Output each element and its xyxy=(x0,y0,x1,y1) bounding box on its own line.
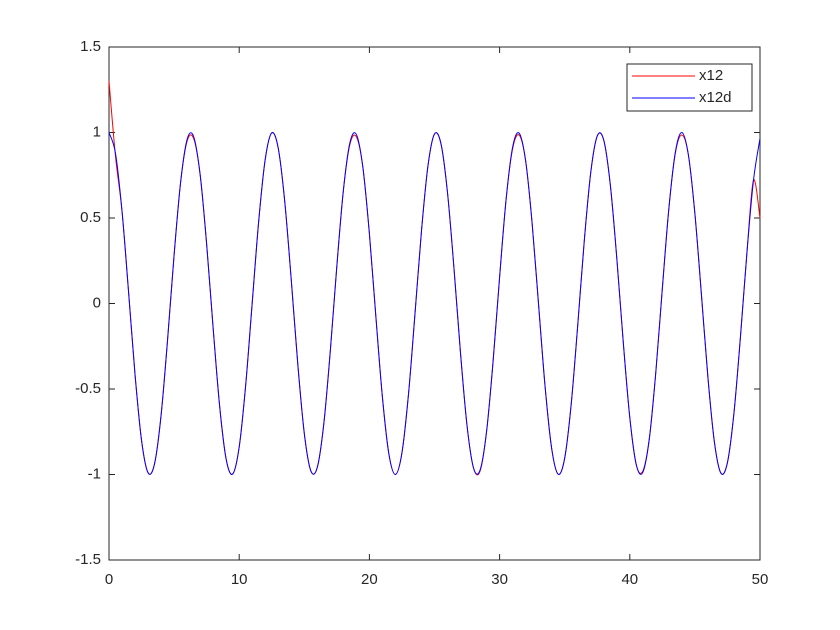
line xyxy=(108,132,761,475)
y-tick-label: 0 xyxy=(93,294,101,311)
legend-label: x12 xyxy=(699,67,723,84)
x-tick-label: 40 xyxy=(621,571,638,588)
x-tick-label: 50 xyxy=(752,571,769,588)
x-tick-label: 0 xyxy=(105,571,113,588)
legend-label: x12d xyxy=(699,89,732,106)
x-tick-label: 10 xyxy=(231,571,248,588)
x-tick-label: 20 xyxy=(361,571,378,588)
legend-box xyxy=(626,63,753,112)
plot-area xyxy=(108,46,761,561)
y-tick-label: 1 xyxy=(93,123,101,140)
y-tick-label: 0.5 xyxy=(80,209,101,226)
y-tick-label: -1 xyxy=(88,465,101,482)
y-tick-label: 1.5 xyxy=(80,38,101,55)
y-tick-label: -1.5 xyxy=(75,551,101,568)
x-tick-label: 30 xyxy=(491,571,508,588)
y-tick-label: -0.5 xyxy=(75,380,101,397)
